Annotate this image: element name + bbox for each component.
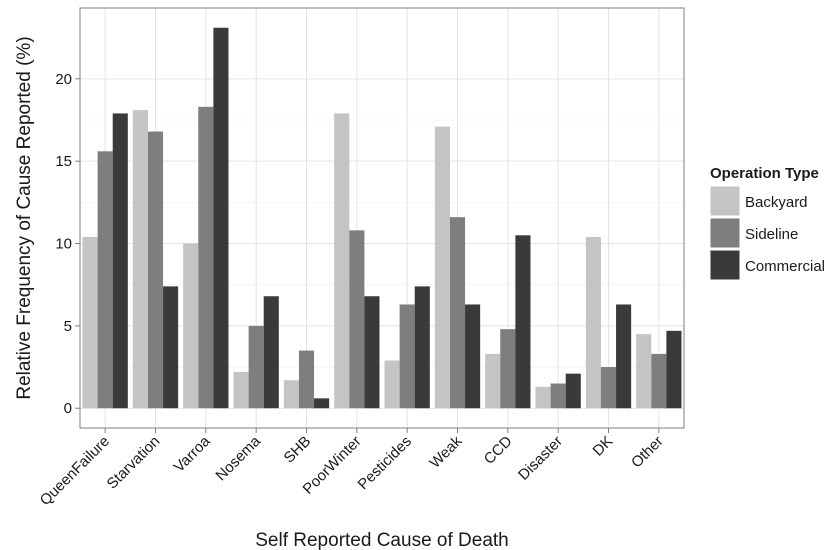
bar-backyard-pesticides — [384, 360, 400, 409]
bar-commercial-dk — [616, 304, 632, 409]
bar-sideline-dk — [600, 367, 617, 409]
y-tick-label: 20 — [55, 71, 72, 88]
bar-backyard-varroa — [183, 243, 199, 409]
bar-commercial-nosema — [263, 296, 279, 409]
x-axis-title: Self Reported Cause of Death — [255, 530, 509, 550]
bar-backyard-starvation — [132, 110, 148, 409]
bar-backyard-poorwinter — [334, 113, 350, 409]
bar-commercial-poorwinter — [364, 296, 380, 409]
x-tick-label: Nosema — [212, 432, 264, 484]
bar-backyard-ccd — [485, 353, 501, 409]
bar-sideline-ccd — [500, 329, 516, 409]
bar-commercial-disaster — [565, 373, 581, 409]
x-tick-label: Starvation — [104, 433, 164, 493]
x-tick-label: Varroa — [171, 432, 215, 476]
bar-sideline-disaster — [550, 383, 566, 409]
legend-label-sideline: Sideline — [745, 226, 798, 243]
legend-key-sideline — [709, 217, 741, 249]
bar-sideline-weak — [449, 217, 466, 409]
y-tick-label: 10 — [55, 236, 72, 253]
bar-backyard-other — [636, 334, 652, 409]
bar-backyard-disaster — [535, 386, 551, 409]
legend-key-backyard — [709, 185, 741, 217]
y-axis-title: Relative Frequency of Cause Reported (%) — [14, 36, 35, 399]
bar-commercial-weak — [465, 304, 481, 409]
plot-panel — [80, 8, 684, 428]
x-tick-label: Disaster — [515, 433, 566, 484]
bar-commercial-queenfailure — [112, 113, 128, 409]
y-tick-label: 5 — [64, 318, 72, 335]
bars — [82, 27, 682, 409]
x-tick-label: SHB — [280, 433, 314, 467]
x-tick-label: Weak — [426, 432, 465, 471]
x-tick-label: QueenFailure — [37, 433, 113, 509]
bar-backyard-shb — [283, 380, 299, 409]
x-tick-label: DK — [590, 433, 617, 460]
bar-commercial-shb — [314, 398, 330, 409]
bar-backyard-dk — [585, 236, 601, 409]
bar-backyard-weak — [434, 126, 450, 409]
x-tick-label: CCD — [481, 433, 516, 468]
bar-sideline-starvation — [147, 131, 164, 409]
legend-label-backyard: Backyard — [745, 194, 808, 211]
y-tick-label: 15 — [55, 153, 72, 170]
x-tick-label: Pesticides — [355, 433, 415, 493]
bar-sideline-pesticides — [399, 304, 415, 409]
bar-commercial-starvation — [163, 286, 179, 409]
plot-border — [79, 7, 685, 429]
legend-title: Operation Type — [710, 165, 819, 182]
bar-commercial-ccd — [515, 235, 531, 409]
legend: Operation Type Backyard Sideline Commercia… — [709, 165, 825, 281]
bar-commercial-varroa — [213, 27, 229, 409]
y-axis: 0 5 10 15 20 — [55, 71, 80, 417]
bar-sideline-other — [651, 353, 667, 409]
bar-sideline-shb — [298, 350, 315, 409]
bar-sideline-varroa — [198, 106, 214, 409]
x-tick-label: Other — [628, 433, 667, 472]
bar-sideline-queenfailure — [97, 151, 113, 409]
bar-backyard-nosema — [233, 372, 249, 409]
bar-sideline-nosema — [248, 325, 264, 409]
y-tick-label: 0 — [64, 400, 72, 417]
bar-commercial-other — [666, 330, 682, 409]
bar-commercial-pesticides — [414, 286, 430, 409]
bar-backyard-queenfailure — [82, 236, 98, 409]
bar-sideline-poorwinter — [349, 230, 365, 409]
legend-key-commercial — [709, 249, 741, 281]
legend-label-commercial: Commercial — [745, 258, 825, 275]
